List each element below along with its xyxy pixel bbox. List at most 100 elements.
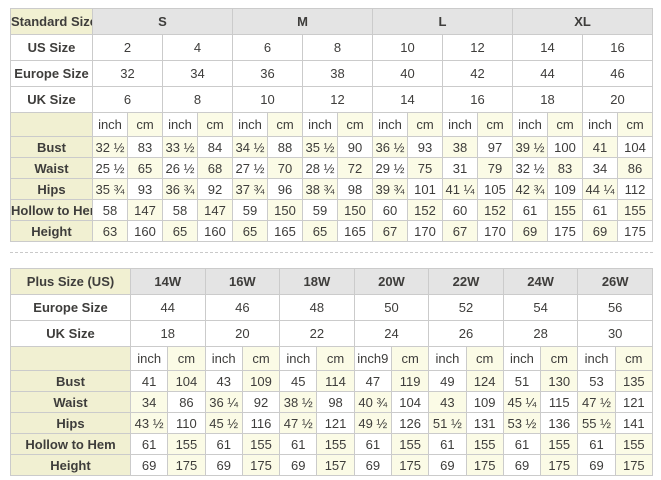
measurement-cell: 65 xyxy=(162,220,198,242)
measurement-cell: 61 xyxy=(204,433,243,455)
size-value-cell: 28 xyxy=(502,320,579,347)
measurement-cell: 121 xyxy=(316,412,355,434)
measurement-cell: 69 xyxy=(582,220,618,242)
measurement-cell: 112 xyxy=(617,178,653,200)
measurement-cell: 86 xyxy=(167,391,206,413)
group-header-l: L xyxy=(372,8,513,35)
measurement-cell: 40 ¾ xyxy=(353,391,392,413)
measurement-cell: 98 xyxy=(337,178,373,200)
unit-row-corner xyxy=(10,112,93,137)
row-label-height: Height xyxy=(10,220,93,242)
size-value-cell: 52 xyxy=(428,294,504,321)
row-label-bust: Bust xyxy=(10,370,131,392)
unit-header-cell: cm xyxy=(267,112,303,137)
row-label-waist: Waist xyxy=(10,157,93,179)
measurement-cell: 79 xyxy=(477,157,513,179)
table-row: Height 69 175 69 175 69 157 69 175 69 175 69 175 69 17… xyxy=(10,454,654,476)
measurement-cell: 155 xyxy=(167,433,206,455)
measurement-cell: 61 xyxy=(577,433,616,455)
measurement-cell: 53 xyxy=(577,370,616,392)
measurement-cell: 43 xyxy=(428,391,467,413)
measurement-cell: 175 xyxy=(617,220,653,242)
unit-header-cell: cm xyxy=(390,346,430,371)
measurement-cell: 27 ½ xyxy=(232,157,268,179)
measurement-cell: 47 xyxy=(353,370,392,392)
measurement-cell: 157 xyxy=(316,454,355,476)
measurement-cell: 35 ¾ xyxy=(92,178,128,200)
row-label-uk-size: UK Size xyxy=(10,86,93,113)
measurement-cell: 47 ½ xyxy=(279,412,318,434)
size-value-cell: 42 xyxy=(442,60,513,87)
measurement-cell: 32 ½ xyxy=(512,157,548,179)
table-separator xyxy=(10,252,653,253)
measurement-cell: 155 xyxy=(316,433,355,455)
size-value-cell: 18 xyxy=(512,86,583,113)
table-row: Hollow to Hem 61 155 61 155 61 155 61 155 61 155 61… xyxy=(10,433,654,455)
unit-header-cell: cm xyxy=(337,112,373,137)
measurement-cell: 65 xyxy=(302,220,338,242)
measurement-cell: 119 xyxy=(390,370,430,392)
size-value-cell: 34 xyxy=(162,60,233,87)
measurement-cell: 150 xyxy=(267,199,303,221)
unit-header-cell: inch xyxy=(442,112,478,137)
size-value-cell: 12 xyxy=(302,86,373,113)
measurement-cell: 105 xyxy=(477,178,513,200)
unit-header-cell: inch xyxy=(204,346,243,371)
measurement-cell: 68 xyxy=(197,157,233,179)
group-header-20w: 20W xyxy=(353,268,430,295)
measurement-cell: 59 xyxy=(302,199,338,221)
unit-header-cell: inch9 xyxy=(353,346,392,371)
size-value-cell: 44 xyxy=(512,60,583,87)
measurement-cell: 101 xyxy=(407,178,443,200)
unit-header-cell: inch xyxy=(428,346,467,371)
plus-size-table: Plus Size (US) 14W 16W 18W 20W 22W 24W 26W Europ… xyxy=(10,268,654,476)
measurement-cell: 155 xyxy=(465,433,504,455)
size-value-cell: 14 xyxy=(512,34,583,61)
measurement-cell: 165 xyxy=(337,220,373,242)
measurement-cell: 39 ¾ xyxy=(372,178,408,200)
measurement-cell: 61 xyxy=(512,199,548,221)
size-value-cell: 22 xyxy=(279,320,355,347)
measurement-cell: 26 ½ xyxy=(162,157,198,179)
measurement-cell: 43 xyxy=(204,370,243,392)
measurement-cell: 44 ¼ xyxy=(582,178,618,200)
size-value-cell: 14 xyxy=(372,86,443,113)
group-header-m: M xyxy=(232,8,373,35)
size-value-cell: 44 xyxy=(130,294,206,321)
unit-header-cell: inch xyxy=(129,346,169,371)
unit-header-cell: cm xyxy=(465,346,504,371)
measurement-cell: 104 xyxy=(167,370,206,392)
measurement-cell: 41 xyxy=(582,136,618,158)
size-value-cell: 46 xyxy=(582,60,653,87)
measurement-cell: 59 xyxy=(232,199,268,221)
measurement-cell: 175 xyxy=(241,454,281,476)
measurement-cell: 104 xyxy=(617,136,653,158)
unit-header-cell: cm xyxy=(241,346,281,371)
measurement-cell: 58 xyxy=(92,199,128,221)
measurement-cell: 34 xyxy=(129,391,169,413)
size-value-cell: 36 xyxy=(232,60,303,87)
table-row: Bust 41 104 43 109 45 114 47 119 49 124 51 130 53 135 xyxy=(10,370,654,392)
unit-header-cell: inch xyxy=(162,112,198,137)
group-header-26w: 26W xyxy=(577,268,653,295)
measurement-cell: 100 xyxy=(547,136,583,158)
unit-header-cell: cm xyxy=(547,112,583,137)
measurement-cell: 35 ½ xyxy=(302,136,338,158)
measurement-cell: 37 ¾ xyxy=(232,178,268,200)
unit-header-cell: cm xyxy=(407,112,443,137)
measurement-cell: 175 xyxy=(540,454,579,476)
measurement-cell: 110 xyxy=(167,412,206,434)
measurement-cell: 69 xyxy=(577,454,616,476)
unit-header-cell: inch xyxy=(502,346,542,371)
measurement-cell: 104 xyxy=(390,391,430,413)
measurement-cell: 45 xyxy=(279,370,318,392)
table-row: Height 63 160 65 160 65 165 65 165 67 170 67 170 69 17… xyxy=(10,220,653,242)
unit-header-cell: inch xyxy=(279,346,318,371)
measurement-cell: 160 xyxy=(127,220,163,242)
measurement-cell: 115 xyxy=(540,391,579,413)
measurement-cell: 61 xyxy=(582,199,618,221)
measurement-cell: 165 xyxy=(267,220,303,242)
measurement-cell: 42 ¾ xyxy=(512,178,548,200)
measurement-cell: 109 xyxy=(547,178,583,200)
